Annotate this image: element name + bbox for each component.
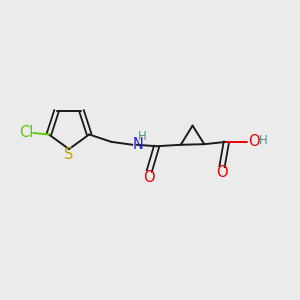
- Text: H: H: [259, 134, 268, 147]
- Text: S: S: [64, 147, 74, 162]
- Text: O: O: [143, 170, 155, 185]
- Text: O: O: [248, 134, 260, 149]
- Text: N: N: [133, 137, 143, 152]
- Text: H: H: [137, 130, 146, 143]
- Text: O: O: [216, 165, 228, 180]
- Text: Cl: Cl: [19, 124, 34, 140]
